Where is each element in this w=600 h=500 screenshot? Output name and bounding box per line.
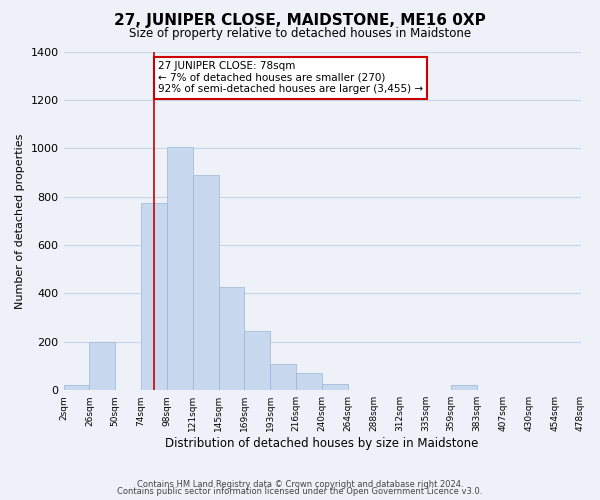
Bar bbox=[218, 288, 244, 390]
Bar bbox=[141, 202, 167, 390]
X-axis label: Distribution of detached houses by size in Maidstone: Distribution of detached houses by size … bbox=[166, 437, 479, 450]
Bar bbox=[89, 342, 115, 390]
Bar bbox=[451, 386, 477, 390]
Bar bbox=[193, 175, 218, 390]
Text: 27 JUNIPER CLOSE: 78sqm
← 7% of detached houses are smaller (270)
92% of semi-de: 27 JUNIPER CLOSE: 78sqm ← 7% of detached… bbox=[158, 61, 423, 94]
Text: Contains public sector information licensed under the Open Government Licence v3: Contains public sector information licen… bbox=[118, 487, 482, 496]
Text: 27, JUNIPER CLOSE, MAIDSTONE, ME16 0XP: 27, JUNIPER CLOSE, MAIDSTONE, ME16 0XP bbox=[114, 12, 486, 28]
Bar bbox=[271, 364, 296, 390]
Bar bbox=[167, 147, 193, 390]
Bar bbox=[64, 386, 89, 390]
Bar bbox=[244, 331, 271, 390]
Text: Contains HM Land Registry data © Crown copyright and database right 2024.: Contains HM Land Registry data © Crown c… bbox=[137, 480, 463, 489]
Text: Size of property relative to detached houses in Maidstone: Size of property relative to detached ho… bbox=[129, 28, 471, 40]
Y-axis label: Number of detached properties: Number of detached properties bbox=[15, 133, 25, 308]
Bar bbox=[322, 384, 348, 390]
Bar bbox=[296, 374, 322, 390]
